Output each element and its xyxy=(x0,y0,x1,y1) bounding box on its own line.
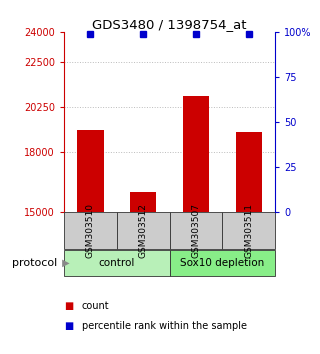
Bar xyxy=(236,132,262,212)
Bar xyxy=(64,250,170,276)
Bar xyxy=(170,250,275,276)
Text: ▶: ▶ xyxy=(59,258,70,268)
Text: percentile rank within the sample: percentile rank within the sample xyxy=(82,321,247,331)
Bar xyxy=(183,96,209,212)
Bar xyxy=(77,130,104,212)
Bar xyxy=(130,192,156,212)
Text: protocol: protocol xyxy=(12,258,58,268)
Bar xyxy=(64,212,117,249)
Text: GSM303511: GSM303511 xyxy=(244,203,253,258)
Text: GSM303507: GSM303507 xyxy=(191,203,201,258)
Text: control: control xyxy=(99,258,135,268)
Text: ■: ■ xyxy=(64,321,73,331)
Title: GDS3480 / 1398754_at: GDS3480 / 1398754_at xyxy=(92,18,247,31)
Bar xyxy=(222,212,275,249)
Text: ■: ■ xyxy=(64,301,73,311)
Text: GSM303510: GSM303510 xyxy=(86,203,95,258)
Text: count: count xyxy=(82,301,109,311)
Text: Sox10 depletion: Sox10 depletion xyxy=(180,258,265,268)
Bar xyxy=(170,212,222,249)
Bar xyxy=(117,212,170,249)
Text: GSM303512: GSM303512 xyxy=(139,203,148,258)
